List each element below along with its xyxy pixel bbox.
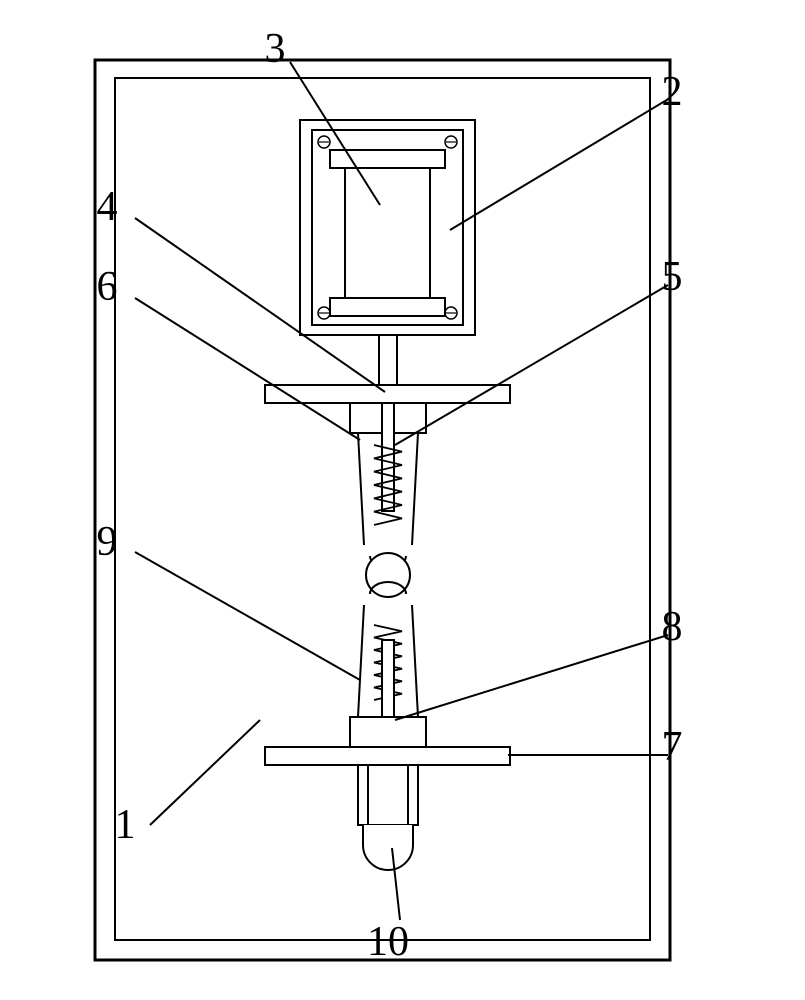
callout-label-4: 4 (97, 184, 118, 230)
lower-sleeve (350, 717, 426, 747)
shaft-upper (379, 335, 397, 385)
callout-label-10: 10 (367, 919, 409, 965)
motor-bottom-bar (330, 298, 445, 316)
callout-label-3: 3 (265, 26, 286, 72)
ball (366, 553, 410, 597)
callout-label-6: 6 (97, 264, 118, 310)
bulb (363, 825, 413, 870)
motor-body (345, 168, 430, 298)
callout-label-8: 8 (662, 604, 683, 650)
callout-label-9: 9 (97, 519, 118, 565)
callout-label-7: 7 (662, 724, 683, 770)
callout-label-2: 2 (662, 69, 683, 115)
callout-label-5: 5 (662, 254, 683, 300)
lower-plate (265, 747, 510, 765)
upper-plate (265, 385, 510, 403)
schematic-svg: 1 2 3 4 5 6 7 8 9 10 (0, 0, 805, 1000)
callout-label-1: 1 (115, 802, 136, 848)
diagram-canvas: 1 2 3 4 5 6 7 8 9 10 (0, 0, 805, 1000)
